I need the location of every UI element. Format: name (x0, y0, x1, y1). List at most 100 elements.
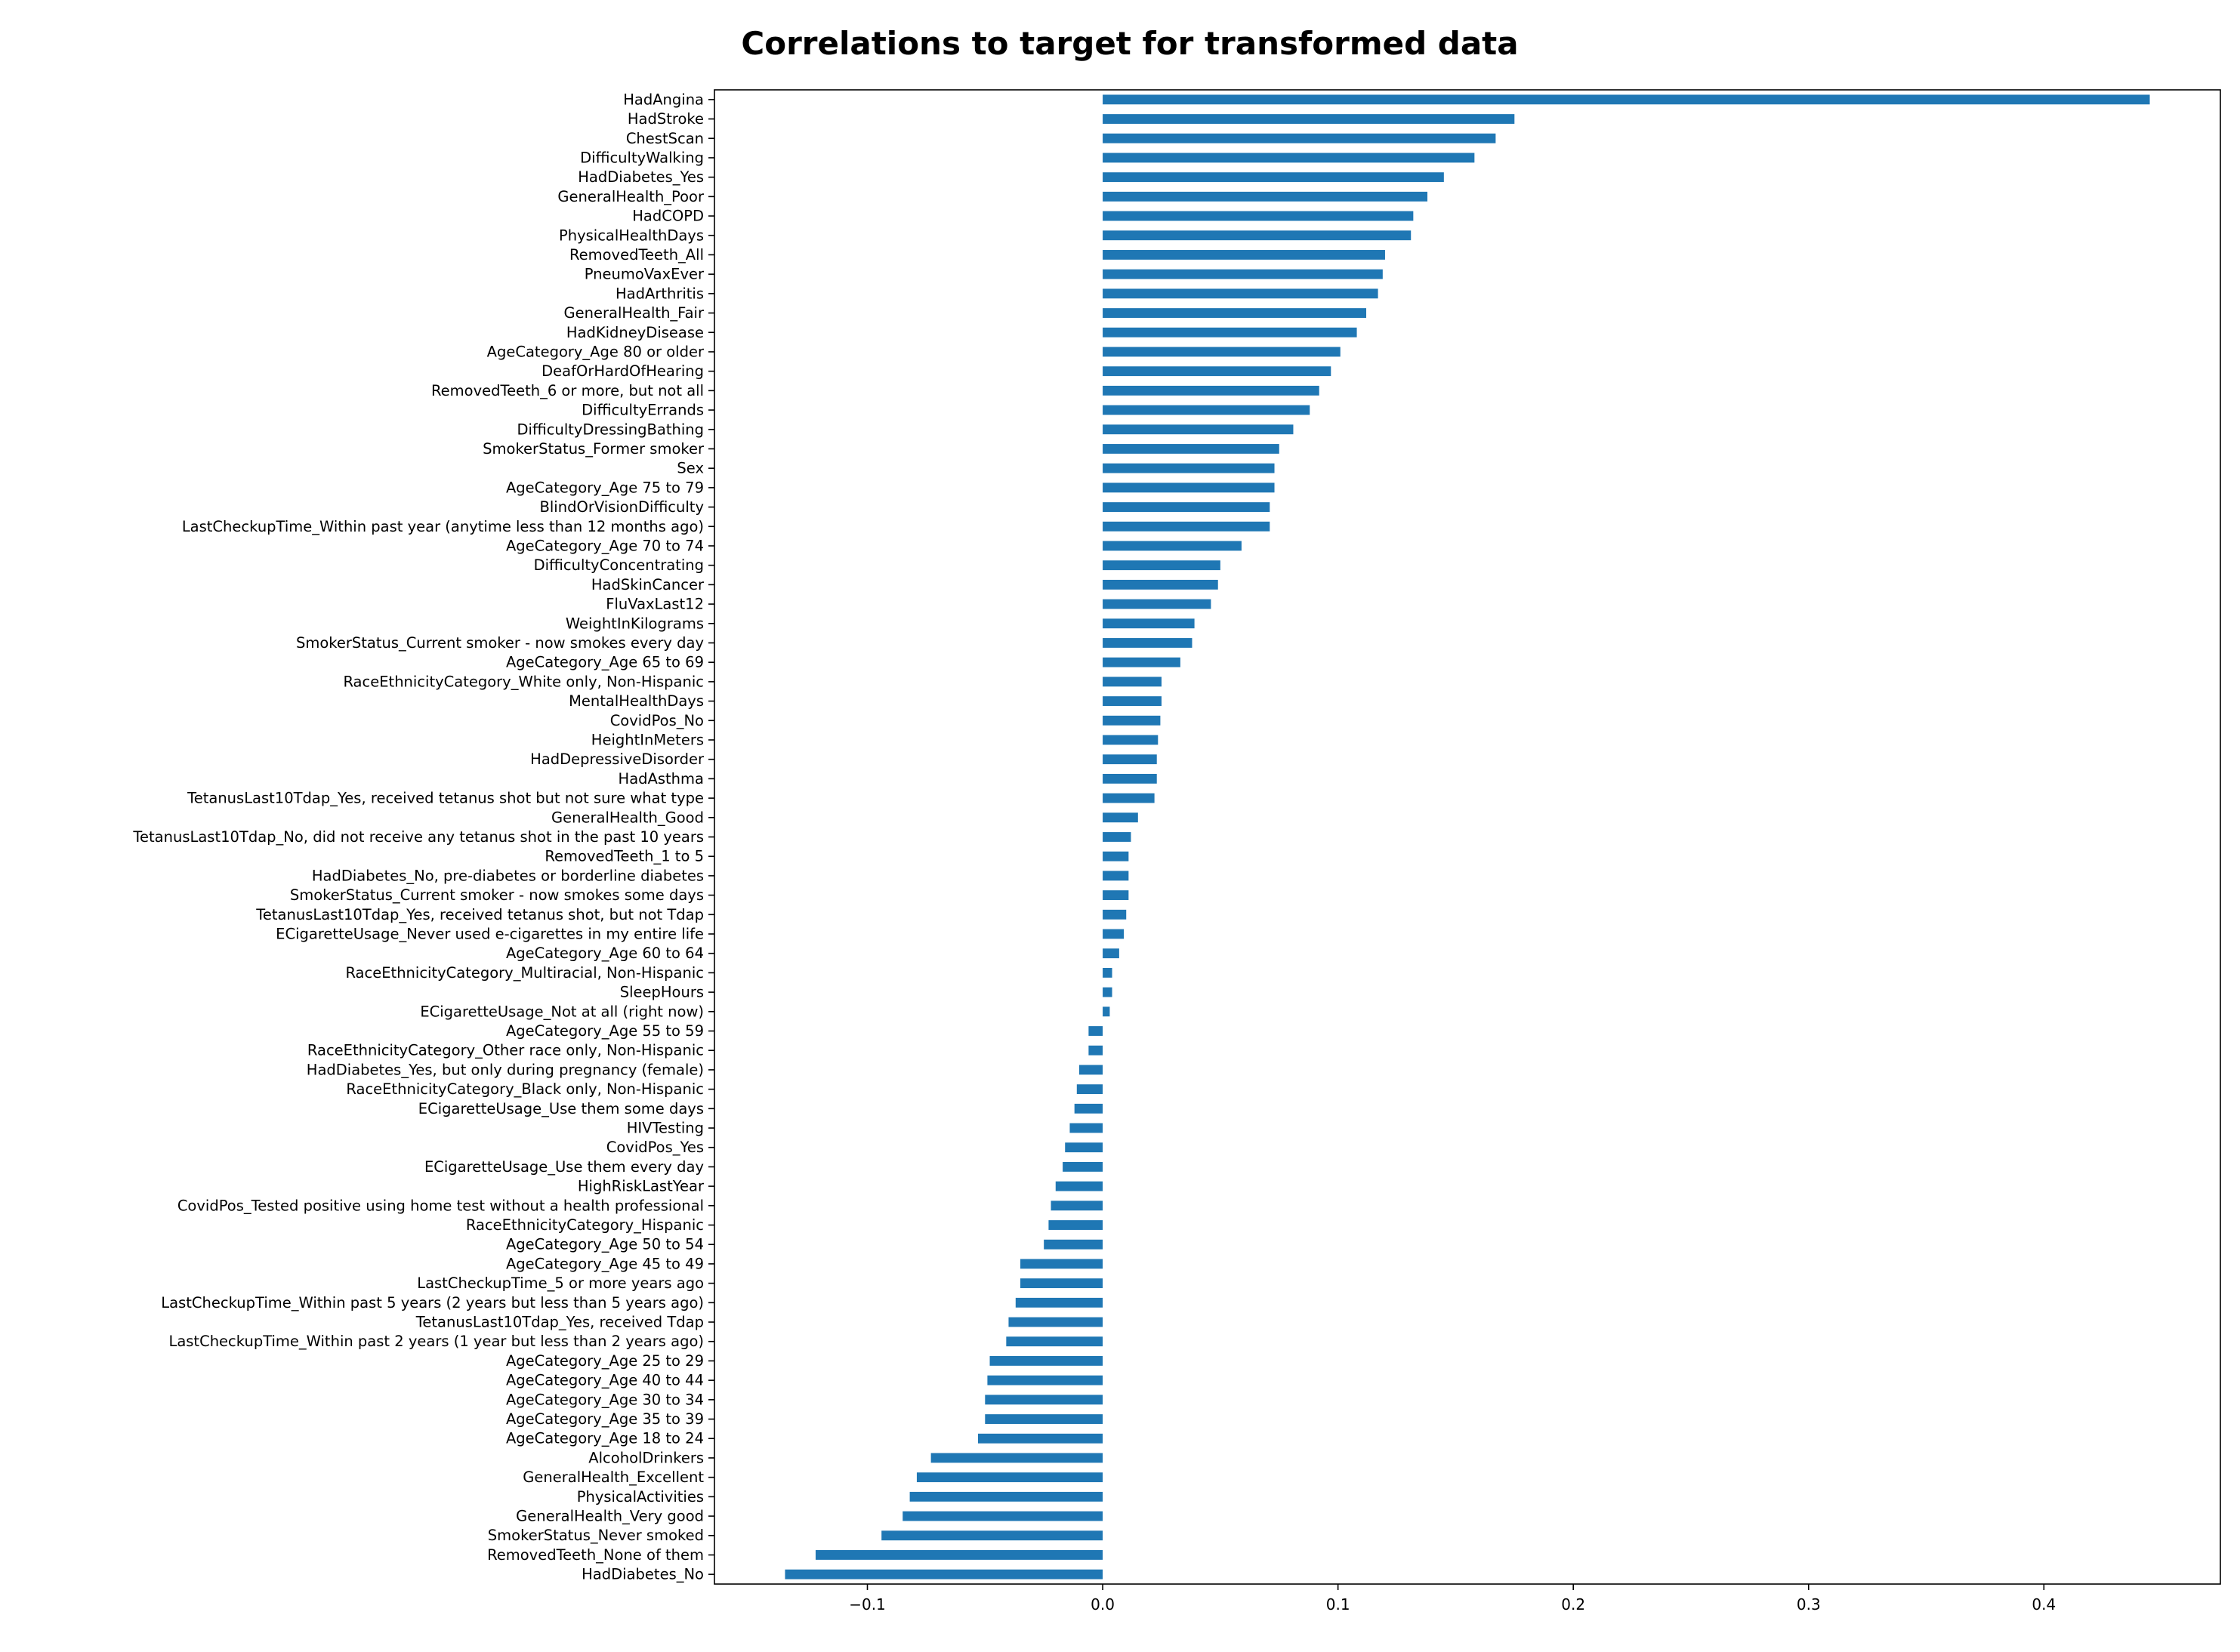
bar (1103, 618, 1195, 629)
bar (1076, 1084, 1103, 1095)
category-label: MentalHealthDays (569, 692, 704, 710)
category-label: LastCheckupTime_5 or more years ago (417, 1274, 704, 1292)
category-label: AgeCategory_Age 18 to 24 (506, 1430, 704, 1447)
category-label: GeneralHealth_Very good (516, 1508, 704, 1525)
category-label: DifficultyErrands (582, 402, 704, 419)
category-label: AgeCategory_Age 65 to 69 (506, 654, 704, 671)
bar (1103, 967, 1112, 978)
category-label: DifficultyWalking (580, 149, 704, 166)
bar (1103, 191, 1428, 202)
chart-title: Correlations to target for transformed d… (741, 25, 1518, 62)
category-label: HadCOPD (632, 208, 704, 225)
bar (1051, 1200, 1103, 1211)
category-label: RemovedTeeth_6 or more, but not all (431, 382, 704, 399)
category-label: HighRiskLastYear (578, 1178, 705, 1195)
bar (1103, 677, 1162, 687)
category-label: LastCheckupTime_Within past 2 years (1 y… (168, 1333, 704, 1350)
bar (1103, 347, 1341, 357)
category-label: HadAngina (623, 91, 704, 108)
bar (1103, 793, 1155, 803)
category-label: AgeCategory_Age 55 to 59 (506, 1022, 704, 1040)
category-label: HadDepressiveDisorder (530, 750, 705, 768)
bar (1103, 405, 1310, 415)
x-tick-label: 0.2 (1561, 1595, 1585, 1613)
category-label: TetanusLast10Tdap_No, did not receive an… (132, 828, 704, 846)
category-label: CovidPos_Yes (606, 1139, 704, 1156)
bar (1103, 696, 1162, 707)
bar (1103, 502, 1270, 513)
bar (1103, 851, 1129, 861)
category-label: SmokerStatus_Current smoker - now smokes… (290, 886, 704, 904)
category-label: PneumoVaxEver (585, 266, 705, 283)
x-tick-label: 0.1 (1326, 1595, 1350, 1613)
category-label: BlindOrVisionDifficulty (540, 498, 704, 516)
bar (1055, 1181, 1103, 1191)
category-label: RaceEthnicityCategory_Hispanic (466, 1216, 704, 1234)
category-label: TetanusLast10Tdap_Yes, received tetanus … (255, 906, 704, 923)
bar (1103, 211, 1414, 221)
category-label: HadSkinCancer (591, 576, 705, 593)
bar (930, 1453, 1103, 1463)
category-label: SmokerStatus_Never smoked (488, 1527, 704, 1544)
category-label: FluVaxLast12 (606, 596, 704, 613)
x-tick-label: −0.1 (849, 1595, 886, 1613)
bar (1103, 463, 1275, 473)
bar (1103, 541, 1242, 551)
bar (1063, 1161, 1103, 1172)
category-label: TetanusLast10Tdap_Yes, received Tdap (415, 1314, 704, 1331)
category-label: DifficultyConcentrating (534, 556, 704, 574)
category-label: RemovedTeeth_All (569, 246, 704, 264)
category-label: AgeCategory_Age 60 to 64 (506, 945, 704, 962)
bar (1103, 521, 1270, 532)
category-label: GeneralHealth_Poor (557, 188, 705, 205)
bar (1103, 579, 1218, 590)
bar (1103, 444, 1279, 454)
bar (1103, 929, 1125, 939)
bar (1008, 1317, 1103, 1327)
category-label: AgeCategory_Age 35 to 39 (506, 1410, 704, 1428)
bar (977, 1433, 1103, 1444)
category-label: RemovedTeeth_1 to 5 (545, 848, 704, 865)
bar (1103, 890, 1129, 901)
category-label: RemovedTeeth_None of them (487, 1546, 704, 1564)
category-label: GeneralHealth_Fair (564, 304, 705, 322)
category-label: RaceEthnicityCategory_Black only, Non-Hi… (346, 1080, 704, 1098)
category-label: SleepHours (620, 984, 704, 1001)
category-label: AgeCategory_Age 50 to 54 (506, 1236, 704, 1253)
category-label: PhysicalHealthDays (559, 227, 704, 244)
bar (1103, 987, 1112, 997)
bar (1103, 560, 1220, 571)
bar (1103, 638, 1193, 648)
category-label: HadAsthma (619, 770, 704, 787)
bar (785, 1569, 1103, 1580)
category-label: ECigaretteUsage_Use them every day (424, 1158, 704, 1176)
bar (1103, 133, 1496, 143)
bar (902, 1511, 1103, 1521)
x-axis-ticks-group: −0.1 0.0 0.1 0.2 0.3 0.4 (849, 1584, 2056, 1613)
category-label: HadKidneyDisease (566, 324, 704, 341)
bar (815, 1550, 1103, 1560)
category-label: LastCheckupTime_Within past 5 years (2 y… (161, 1294, 704, 1311)
bar (1103, 773, 1157, 784)
category-label: AgeCategory_Age 75 to 79 (506, 479, 704, 496)
category-label: AgeCategory_Age 80 or older (487, 343, 705, 360)
category-label: LastCheckupTime_Within past year (anytim… (182, 518, 704, 535)
bar (1103, 94, 2150, 105)
bar (1103, 308, 1367, 318)
bar (916, 1472, 1103, 1483)
category-label: HadStroke (628, 110, 704, 128)
bar (1103, 385, 1319, 396)
category-label: GeneralHealth_Good (551, 809, 704, 826)
bar (1044, 1239, 1103, 1250)
category-label: HadDiabetes_Yes, but only during pregnan… (307, 1061, 704, 1078)
bar (1103, 1006, 1110, 1017)
bar (1103, 832, 1131, 842)
category-label: AgeCategory_Age 45 to 49 (506, 1255, 704, 1272)
category-label: AlcoholDrinkers (588, 1449, 704, 1466)
bar (1065, 1142, 1103, 1153)
category-label: HadDiabetes_No, pre-diabetes or borderli… (312, 867, 704, 884)
category-label: CovidPos_No (610, 712, 704, 729)
bar (1103, 599, 1211, 609)
category-label: SmokerStatus_Former smoker (483, 440, 705, 458)
